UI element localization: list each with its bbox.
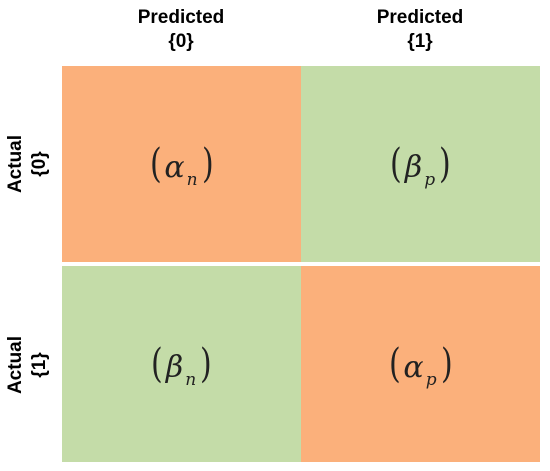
column-header-label: Predicted bbox=[376, 7, 464, 28]
cell-expression: ( β n ) bbox=[149, 340, 214, 390]
subscript: n bbox=[186, 169, 198, 190]
row-header-label: Actual bbox=[5, 335, 27, 394]
cell-expression: ( α p ) bbox=[387, 340, 454, 390]
matrix-cell-actual0-predicted1: ( β p ) bbox=[301, 66, 540, 262]
column-header-class: {1} bbox=[407, 31, 433, 52]
cell-expression: ( α n ) bbox=[148, 140, 215, 190]
greek-symbol: α bbox=[403, 349, 424, 385]
matrix-cell-actual1-predicted0: ( β n ) bbox=[62, 266, 301, 462]
open-paren: ( bbox=[390, 140, 402, 187]
subscript: p bbox=[425, 369, 437, 390]
column-header-class: {0} bbox=[168, 31, 194, 52]
close-paren: ) bbox=[200, 340, 212, 387]
row-header-actual-0: Actual {0} bbox=[0, 66, 56, 261]
close-paren: ) bbox=[201, 140, 214, 187]
column-header-label: Predicted bbox=[137, 7, 225, 28]
column-header-predicted-0: Predicted {0} bbox=[61, 6, 301, 54]
row-header-actual-1: Actual {1} bbox=[0, 267, 56, 462]
row-header-label: Actual bbox=[5, 134, 27, 193]
greek-symbol: β bbox=[404, 149, 423, 185]
subscript: p bbox=[424, 169, 436, 190]
cell-expression: ( β p ) bbox=[388, 140, 452, 190]
column-header-predicted-1: Predicted {1} bbox=[300, 6, 540, 54]
open-paren: ( bbox=[388, 340, 401, 387]
matrix-cell-actual0-predicted0: ( α n ) bbox=[62, 66, 301, 262]
greek-symbol: β bbox=[165, 349, 184, 385]
close-paren: ) bbox=[439, 140, 451, 187]
open-paren: ( bbox=[149, 140, 162, 187]
open-paren: ( bbox=[151, 340, 163, 387]
row-header-class: {0} bbox=[29, 150, 51, 177]
matrix-cell-actual1-predicted1: ( α p ) bbox=[301, 266, 540, 462]
close-paren: ) bbox=[440, 340, 453, 387]
subscript: n bbox=[185, 369, 197, 390]
row-header-class: {1} bbox=[29, 351, 51, 378]
greek-symbol: α bbox=[164, 149, 185, 185]
